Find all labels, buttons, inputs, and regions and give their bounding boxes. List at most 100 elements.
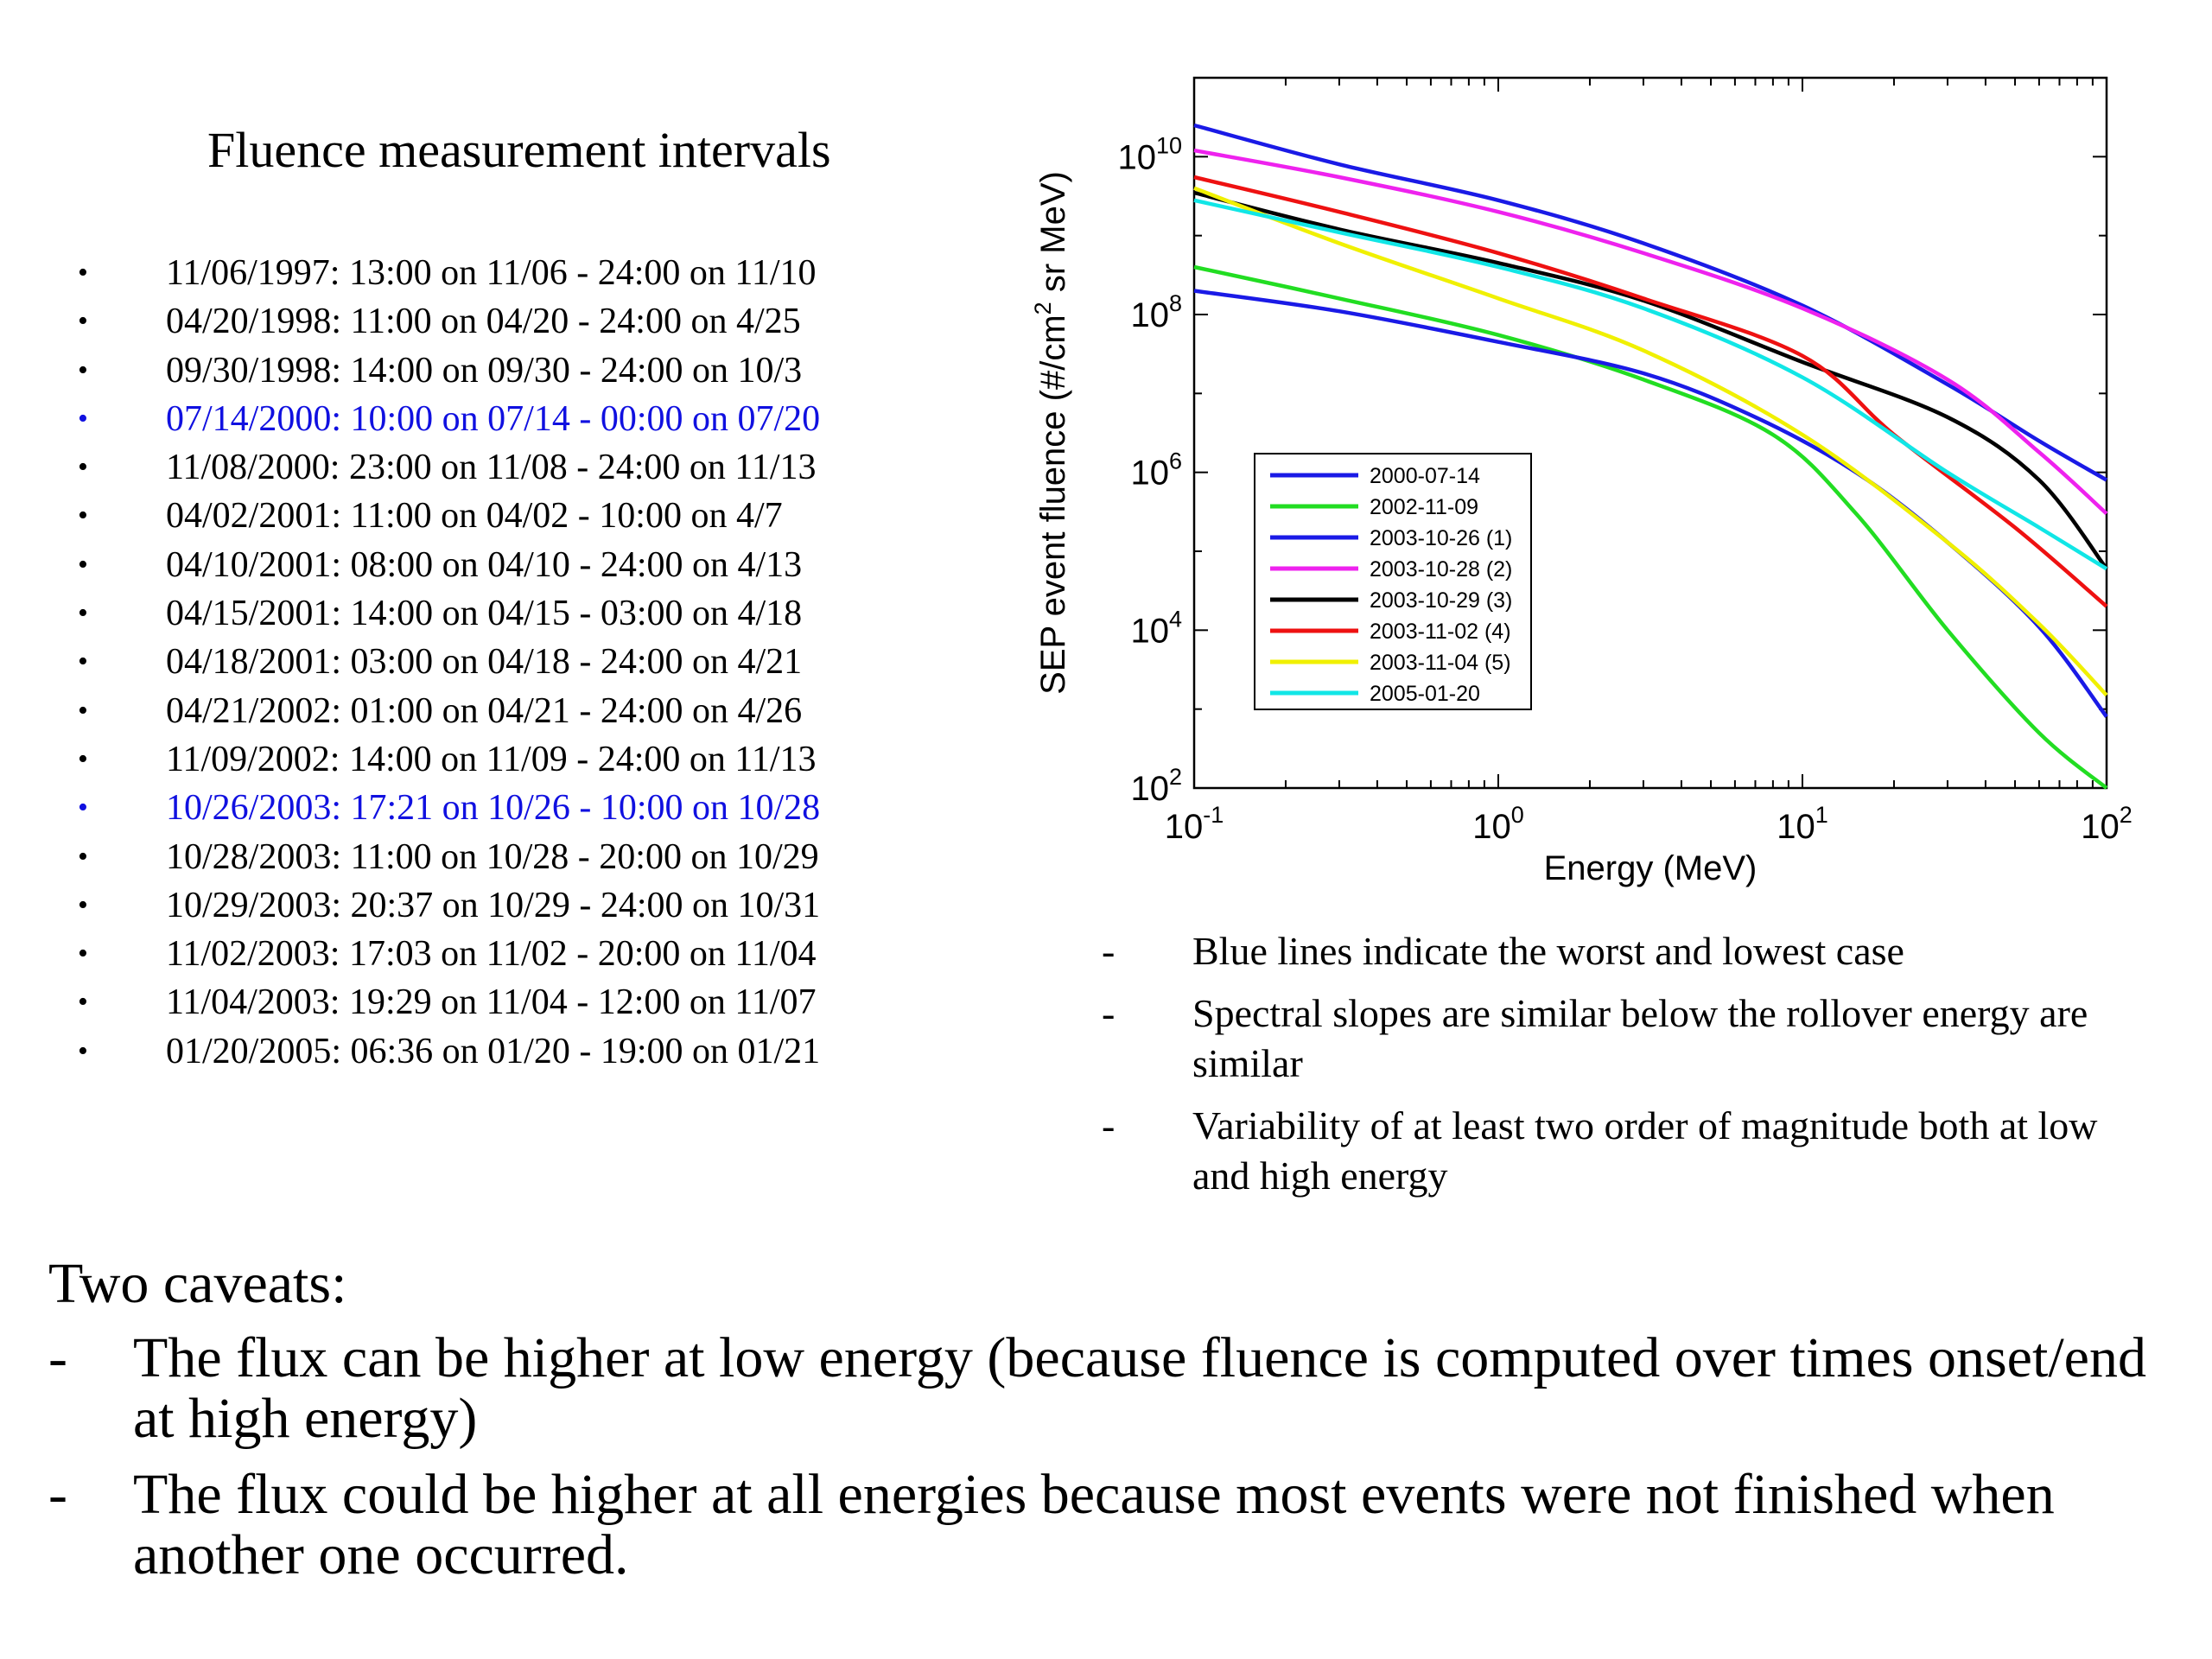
x-tick-label: 10-1 [1165, 802, 1224, 846]
note-item-text: Spectral slopes are similar below the ro… [1192, 991, 2088, 1085]
interval-text: 04/02/2001: 11:00 on 04/02 - 10:00 on 4/… [166, 496, 783, 537]
bullet: • [78, 1034, 88, 1067]
legend-label: 2003-10-26 (1) [1370, 526, 1512, 550]
note-item: - Variability of at least two order of ma… [1102, 1101, 2139, 1201]
series-lines [1193, 123, 2108, 790]
note-item-text: Variability of at least two order of mag… [1192, 1103, 2098, 1198]
bullet: • [78, 791, 88, 824]
note-item: - Blue lines indicate the worst and lowes… [1102, 926, 2139, 976]
x-tick-label: 102 [2081, 802, 2133, 846]
series-line [1193, 186, 2108, 697]
legend-label: 2003-10-29 (3) [1370, 588, 1512, 613]
bullet: • [78, 694, 88, 727]
y-tick-label: 106 [1130, 448, 1182, 493]
y-tick-base: 10 [1130, 770, 1169, 808]
x-tick-base: 10 [1165, 808, 1204, 846]
y-tick-exp: 6 [1169, 448, 1182, 474]
interval-text: 04/18/2001: 03:00 on 04/18 - 24:00 on 4/… [166, 642, 803, 683]
interval-text: 01/20/2005: 06:36 on 01/20 - 19:00 on 01… [166, 1031, 821, 1071]
legend-box [1254, 453, 1532, 710]
bullet: • [78, 402, 88, 435]
series-line [1193, 264, 2108, 790]
y-tick-exp: 2 [1169, 764, 1182, 790]
notes-list: - Blue lines indicate the worst and lowes… [1102, 926, 2139, 1213]
interval-text: 11/02/2003: 17:03 on 11/02 - 20:00 on 11… [166, 934, 817, 975]
bullet: • [78, 305, 88, 338]
x-tick-base: 10 [1777, 808, 1815, 846]
bullet: • [78, 645, 88, 678]
interval-text: 10/29/2003: 20:37 on 10/29 - 24:00 on 10… [166, 885, 821, 925]
x-tick-base: 10 [2081, 808, 2120, 846]
legend-label: 2000-07-14 [1370, 464, 1480, 488]
series-line [1193, 148, 2108, 516]
interval-text: 11/06/1997: 13:00 on 11/06 - 24:00 on 11… [166, 253, 817, 293]
bullet: • [78, 840, 88, 873]
bullet: • [78, 451, 88, 484]
y-tick-base: 10 [1130, 612, 1169, 650]
interval-text: 11/04/2003: 19:29 on 11/04 - 12:00 on 11… [166, 982, 817, 1023]
interval-text: 09/30/1998: 14:00 on 09/30 - 24:00 on 10… [166, 350, 803, 391]
y-axis-label-sup: 2 [1030, 302, 1056, 315]
y-tick-exp: 4 [1169, 606, 1182, 632]
caveat-item: - The flux can be higher at low energy (b… [48, 1328, 2157, 1449]
y-tick-base: 10 [1117, 138, 1156, 176]
legend-label: 2005-01-20 [1370, 682, 1480, 706]
y-tick-base: 10 [1130, 296, 1169, 334]
y-tick-label: 104 [1130, 606, 1182, 650]
x-tick-base: 10 [1472, 808, 1511, 846]
series-line [1193, 190, 2108, 570]
dash-marker: - [1102, 929, 1116, 973]
legend-label: 2002-11-09 [1370, 495, 1478, 519]
caveat-item-text: The flux can be higher at low energy (be… [133, 1326, 2146, 1450]
y-tick-base: 10 [1130, 454, 1169, 493]
intervals-title: Fluence measurement intervals [207, 122, 831, 178]
x-tick-exp: 0 [1511, 802, 1524, 828]
bullet: • [78, 597, 88, 630]
bullet: • [78, 548, 88, 581]
x-tick-exp: 2 [2120, 802, 2133, 828]
bullet: • [78, 499, 88, 532]
bullet: • [78, 742, 88, 775]
legend-label: 2003-11-04 (5) [1370, 651, 1511, 675]
y-tick-exp: 8 [1169, 290, 1182, 316]
interval-text: 04/21/2002: 01:00 on 04/21 - 24:00 on 4/… [166, 690, 803, 731]
dash-marker: - [48, 1463, 67, 1526]
interval-text: 04/10/2001: 08:00 on 04/10 - 24:00 on 4/… [166, 544, 803, 585]
interval-text: 10/28/2003: 11:00 on 10/28 - 20:00 on 10… [166, 836, 819, 877]
series-line [1193, 123, 2108, 482]
bullet: • [78, 986, 88, 1019]
dash-marker: - [48, 1326, 67, 1389]
y-tick-label: 102 [1130, 764, 1182, 808]
bullet: • [78, 353, 88, 386]
series-line [1193, 175, 2108, 608]
bullet: • [78, 257, 88, 289]
interval-text: 07/14/2000: 10:00 on 07/14 - 00:00 on 07… [166, 398, 821, 439]
legend-label: 2003-10-28 (2) [1370, 557, 1512, 582]
plot-frame [1192, 76, 2108, 790]
interval-text: 04/15/2001: 14:00 on 04/15 - 03:00 on 4/… [166, 594, 803, 634]
y-tick-label: 1010 [1117, 132, 1182, 176]
interval-text: 11/09/2002: 14:00 on 11/09 - 24:00 on 11… [166, 739, 817, 779]
interval-text: 04/20/1998: 11:00 on 04/20 - 24:00 on 4/… [166, 302, 801, 342]
x-tick-exp: -1 [1203, 802, 1224, 828]
x-axis-label: Energy (MeV) [1544, 849, 1758, 887]
legend: 2000-07-14 2002-11-09 2003-10-26 (1) 2003-1… [1254, 453, 1532, 710]
y-axis-label-part2: sr MeV) [1034, 171, 1072, 302]
interval-text: 10/26/2003: 17:21 on 10/26 - 10:00 on 10… [166, 788, 821, 829]
bullet: • [78, 938, 88, 970]
y-tick-label: 108 [1130, 290, 1182, 334]
y-axis-label: SEP event fluence (#/cm2 sr MeV) [1030, 171, 1072, 695]
caveat-item: - The flux could be higher at all energie… [48, 1465, 2157, 1586]
note-item: - Spectral slopes are similar below the r… [1102, 988, 2139, 1089]
interval-text: 11/08/2000: 23:00 on 11/08 - 24:00 on 11… [166, 448, 817, 488]
x-tick-label: 100 [1472, 802, 1524, 846]
caveats-list: - The flux can be higher at low energy (b… [48, 1328, 2157, 1601]
legend-label: 2003-11-02 (4) [1370, 620, 1511, 644]
note-item-text: Blue lines indicate the worst and lowest… [1192, 929, 1904, 973]
bullet: • [78, 888, 88, 921]
x-tick-label: 101 [1777, 802, 1828, 846]
axis-ticks [1193, 77, 2107, 789]
x-tick-exp: 1 [1815, 802, 1828, 828]
